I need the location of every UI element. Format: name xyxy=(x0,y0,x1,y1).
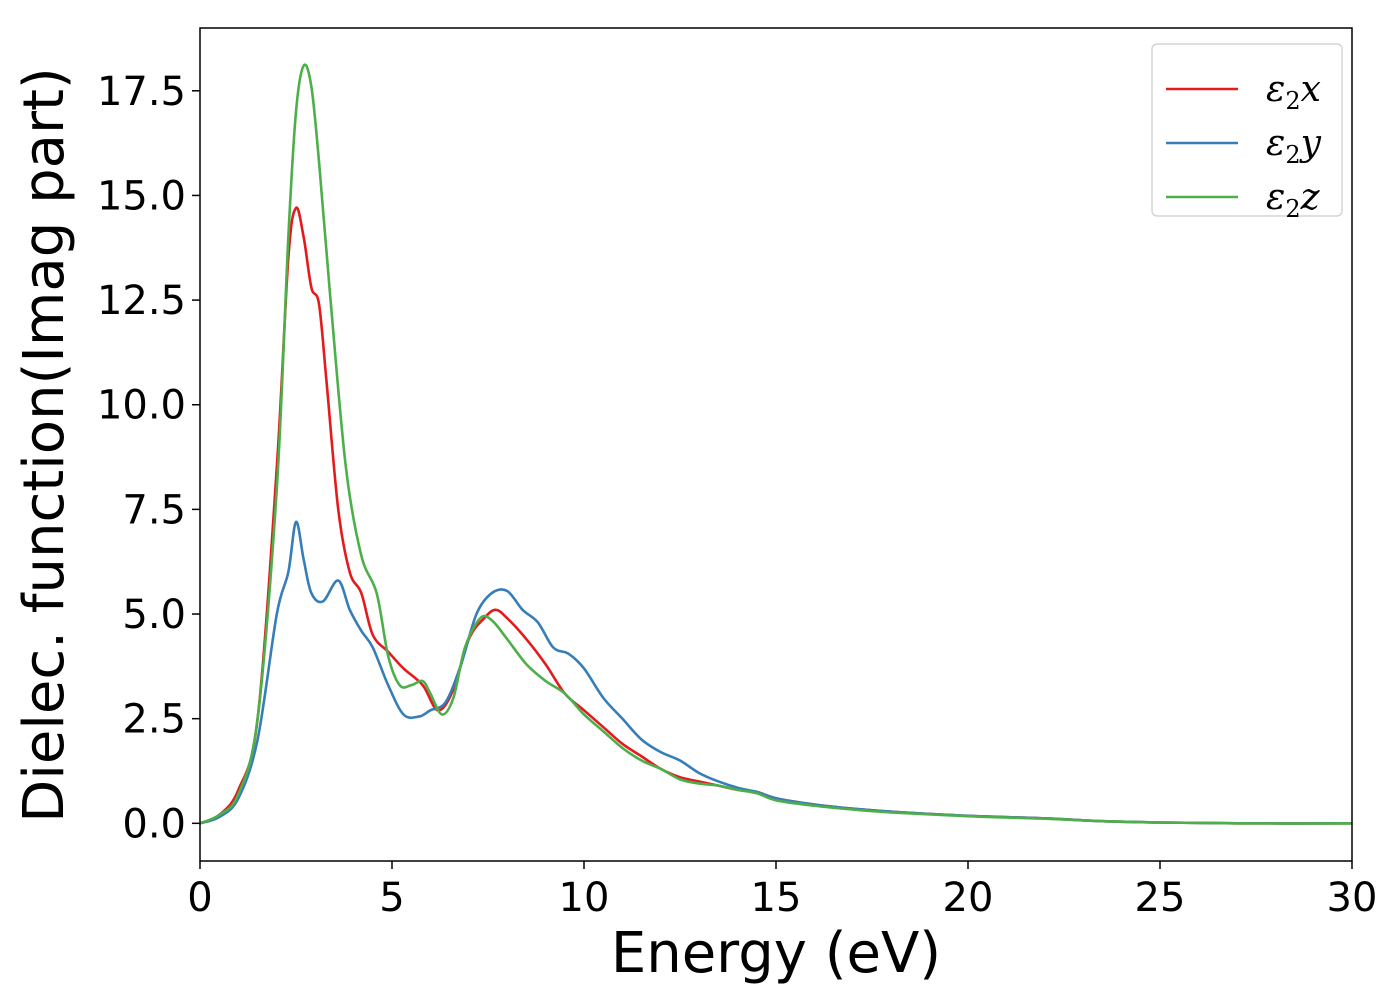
x-tick-label: 15 xyxy=(751,875,802,921)
legend-label-z: ε2z xyxy=(1266,177,1321,223)
legend-label-y: ε2y xyxy=(1266,123,1322,169)
x-tick-label: 30 xyxy=(1327,875,1378,921)
legend: ε2x ε2y ε2z xyxy=(1151,43,1343,223)
y-tick-label: 5.0 xyxy=(122,592,186,638)
y-tick-label: 10.0 xyxy=(97,383,186,429)
y-tick-label: 12.5 xyxy=(97,278,186,324)
series-line-y xyxy=(200,520,1352,825)
series-layer xyxy=(200,63,1352,825)
y-axis-label: Dielec. function(Imag part) xyxy=(12,67,77,823)
x-axis: 0 5 10 15 20 25 30 xyxy=(187,861,1377,921)
series-line-x xyxy=(200,206,1352,825)
x-axis-label: Energy (eV) xyxy=(611,921,941,986)
x-tick-label: 5 xyxy=(379,875,404,921)
y-tick-label: 7.5 xyxy=(122,487,186,533)
y-tick-label: 15.0 xyxy=(97,173,186,219)
y-tick-label: 2.5 xyxy=(122,697,186,743)
x-tick-label: 0 xyxy=(187,875,212,921)
legend-box xyxy=(1151,43,1343,217)
y-tick-label: 0.0 xyxy=(122,801,186,847)
x-tick-label: 20 xyxy=(943,875,994,921)
y-tick-label: 17.5 xyxy=(97,69,186,115)
series-line-z xyxy=(200,63,1352,825)
x-tick-label: 25 xyxy=(1135,875,1186,921)
y-axis: 0.0 2.5 5.0 7.5 10.0 12.5 15.0 17.5 xyxy=(97,69,200,847)
legend-label-x: ε2x xyxy=(1266,69,1321,115)
x-tick-label: 10 xyxy=(559,875,610,921)
